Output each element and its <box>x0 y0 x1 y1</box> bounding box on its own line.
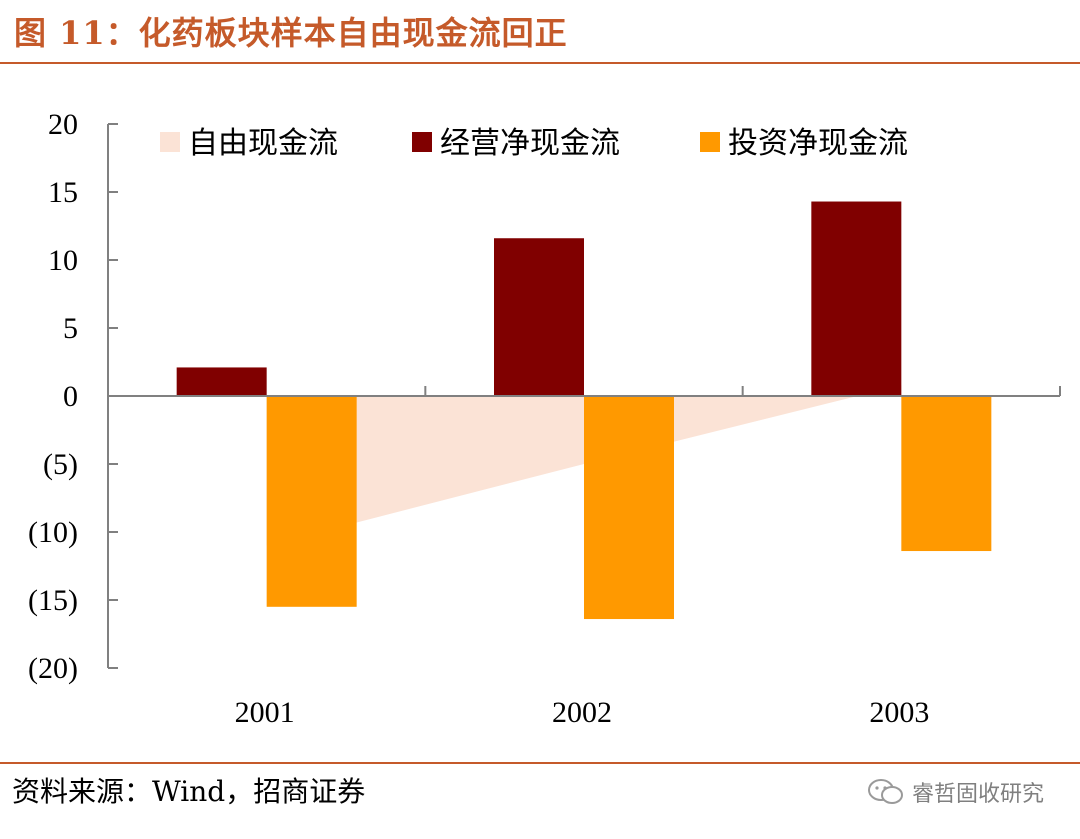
bar-operating-2002 <box>494 238 584 396</box>
bar-investing-2001 <box>266 396 357 607</box>
legend-label: 投资净现金流 <box>728 126 908 161</box>
source-rule <box>0 762 1080 764</box>
y-tick-label: 15 <box>48 176 78 209</box>
bar-investing-2003 <box>901 396 992 552</box>
watermark: 睿哲固收研究 <box>866 776 1044 808</box>
bar-operating-2001 <box>176 367 267 396</box>
legend-label: 经营净现金流 <box>440 126 620 161</box>
legend-swatch <box>160 132 180 152</box>
y-tick-label: 20 <box>48 108 78 141</box>
wechat-icon <box>867 779 903 804</box>
bar-investing-2002 <box>584 396 674 620</box>
y-tick-label: (5) <box>43 448 78 481</box>
x-tick-label: 2001 <box>235 696 295 729</box>
y-tick-label: 10 <box>48 244 78 277</box>
y-tick-label: 5 <box>63 312 78 345</box>
legend-swatch <box>700 132 720 152</box>
x-tick-label: 2002 <box>552 696 612 729</box>
watermark-text: 睿哲固收研究 <box>911 782 1044 807</box>
title-rule <box>0 62 1080 64</box>
figure-title: 图 11：化药板块样本自由现金流回正 <box>14 14 568 52</box>
y-tick-label: 0 <box>63 380 78 413</box>
legend-swatch <box>412 132 432 152</box>
legend-label: 自由现金流 <box>188 126 338 161</box>
source-note: 资料来源：Wind，招商证券 <box>12 775 366 808</box>
y-tick-label: (15) <box>28 584 78 617</box>
bar-operating-2003 <box>811 201 902 396</box>
x-tick-label: 2003 <box>869 696 929 729</box>
y-tick-label: (10) <box>28 516 78 549</box>
series-free-cash-flow-area <box>266 385 902 546</box>
y-tick-label: (20) <box>28 652 78 685</box>
chart: 20 15 10 5 0 (5) (10) (15) (20) 2001 2002 2003 自由现金… <box>28 108 1061 729</box>
